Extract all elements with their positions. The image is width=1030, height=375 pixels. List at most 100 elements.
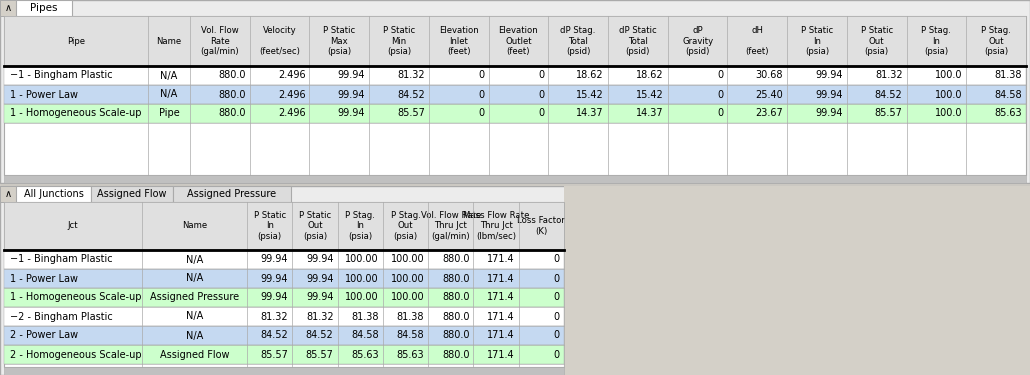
Text: Pipe: Pipe — [159, 108, 179, 118]
Text: 0: 0 — [717, 70, 723, 81]
Text: 100.00: 100.00 — [345, 255, 379, 264]
Text: N/A: N/A — [185, 312, 203, 321]
Bar — [4, 202, 564, 367]
Text: 84.52: 84.52 — [874, 90, 902, 99]
Text: Assigned Flow: Assigned Flow — [160, 350, 230, 360]
Text: P Static
In
(psia): P Static In (psia) — [253, 211, 285, 241]
Text: Assigned Flow: Assigned Flow — [97, 189, 167, 199]
Text: 0: 0 — [554, 292, 560, 303]
Text: −2 - Bingham Plastic: −2 - Bingham Plastic — [10, 312, 112, 321]
Text: N/A: N/A — [185, 273, 203, 284]
Text: 171.4: 171.4 — [487, 255, 515, 264]
Text: 171.4: 171.4 — [487, 292, 515, 303]
Text: 14.37: 14.37 — [577, 108, 604, 118]
Text: ∧: ∧ — [4, 3, 11, 13]
Text: 0: 0 — [538, 108, 544, 118]
Text: 880.0: 880.0 — [442, 330, 470, 340]
Bar — [91, 186, 173, 202]
Text: P Stag.
In
(psia): P Stag. In (psia) — [345, 211, 375, 241]
Text: 99.94: 99.94 — [338, 90, 366, 99]
Bar — [4, 345, 564, 364]
Bar — [0, 186, 16, 202]
Bar — [564, 186, 1030, 375]
Text: 1 - Homogeneous Scale-up: 1 - Homogeneous Scale-up — [10, 292, 141, 303]
Text: 84.52: 84.52 — [398, 90, 424, 99]
Bar — [4, 85, 1026, 104]
Text: N/A: N/A — [185, 255, 203, 264]
Text: P Static
Out
(psia): P Static Out (psia) — [861, 26, 893, 56]
Text: 30.68: 30.68 — [756, 70, 783, 81]
Text: ∧: ∧ — [4, 189, 11, 199]
Text: 2.496: 2.496 — [278, 90, 306, 99]
Text: 85.63: 85.63 — [994, 108, 1022, 118]
Text: 99.94: 99.94 — [816, 70, 843, 81]
Text: Assigned Pressure: Assigned Pressure — [187, 189, 277, 199]
Bar — [4, 16, 1026, 66]
Text: 81.32: 81.32 — [874, 70, 902, 81]
Text: 100.0: 100.0 — [935, 70, 962, 81]
Text: 1 - Power Law: 1 - Power Law — [10, 273, 78, 284]
Text: Velocity

(feet/sec): Velocity (feet/sec) — [260, 26, 300, 56]
Text: 100.0: 100.0 — [935, 108, 962, 118]
Bar — [4, 326, 564, 345]
Bar — [4, 288, 564, 307]
Text: 0: 0 — [479, 108, 484, 118]
Text: 23.67: 23.67 — [755, 108, 783, 118]
Text: 0: 0 — [554, 312, 560, 321]
Text: 100.0: 100.0 — [935, 90, 962, 99]
Text: P Static
Min
(psia): P Static Min (psia) — [383, 26, 415, 56]
Text: 880.0: 880.0 — [442, 292, 470, 303]
Text: 81.32: 81.32 — [398, 70, 424, 81]
Text: All Junctions: All Junctions — [24, 189, 83, 199]
Bar — [4, 175, 1026, 183]
Text: 85.57: 85.57 — [306, 350, 334, 360]
Text: 880.0: 880.0 — [218, 70, 246, 81]
Text: 880.0: 880.0 — [442, 350, 470, 360]
Text: 0: 0 — [717, 108, 723, 118]
Bar — [173, 186, 291, 202]
Text: 0: 0 — [538, 70, 544, 81]
Bar — [4, 250, 564, 269]
Text: 99.94: 99.94 — [338, 108, 366, 118]
Text: 100.00: 100.00 — [390, 255, 424, 264]
Text: P Static
In
(psia): P Static In (psia) — [801, 26, 833, 56]
Text: 0: 0 — [479, 90, 484, 99]
Text: dP Static
Total
(psid): dP Static Total (psid) — [619, 26, 657, 56]
Text: 99.94: 99.94 — [261, 273, 288, 284]
Text: 84.58: 84.58 — [397, 330, 424, 340]
Text: 0: 0 — [554, 273, 560, 284]
Text: 99.94: 99.94 — [816, 90, 843, 99]
Text: 85.57: 85.57 — [874, 108, 902, 118]
Text: 25.40: 25.40 — [755, 90, 783, 99]
Text: 880.0: 880.0 — [442, 255, 470, 264]
Text: 0: 0 — [717, 90, 723, 99]
Text: 100.00: 100.00 — [390, 292, 424, 303]
Bar — [16, 186, 91, 202]
Bar — [4, 66, 1026, 85]
Bar — [4, 104, 1026, 123]
Text: 85.57: 85.57 — [397, 108, 424, 118]
Text: 84.52: 84.52 — [306, 330, 334, 340]
Text: Assigned Pressure: Assigned Pressure — [150, 292, 239, 303]
Text: 18.62: 18.62 — [577, 70, 604, 81]
Text: 99.94: 99.94 — [338, 70, 366, 81]
Text: 880.0: 880.0 — [442, 312, 470, 321]
Text: 171.4: 171.4 — [487, 273, 515, 284]
Text: 1 - Power Law: 1 - Power Law — [10, 90, 78, 99]
Text: Jct: Jct — [68, 222, 78, 231]
Text: 100.00: 100.00 — [390, 273, 424, 284]
Text: 2.496: 2.496 — [278, 108, 306, 118]
Text: 100.00: 100.00 — [345, 273, 379, 284]
Text: P Stag.
Out
(psia): P Stag. Out (psia) — [390, 211, 420, 241]
Text: 15.42: 15.42 — [636, 90, 663, 99]
Text: 99.94: 99.94 — [306, 292, 334, 303]
Text: 880.0: 880.0 — [218, 108, 246, 118]
Bar — [16, 0, 72, 16]
Text: 81.38: 81.38 — [397, 312, 424, 321]
Bar — [0, 0, 16, 16]
Bar — [4, 16, 1026, 175]
Bar — [4, 269, 564, 288]
Text: dH

(feet): dH (feet) — [746, 26, 769, 56]
Text: 1 - Homogeneous Scale-up: 1 - Homogeneous Scale-up — [10, 108, 141, 118]
Text: 880.0: 880.0 — [442, 273, 470, 284]
